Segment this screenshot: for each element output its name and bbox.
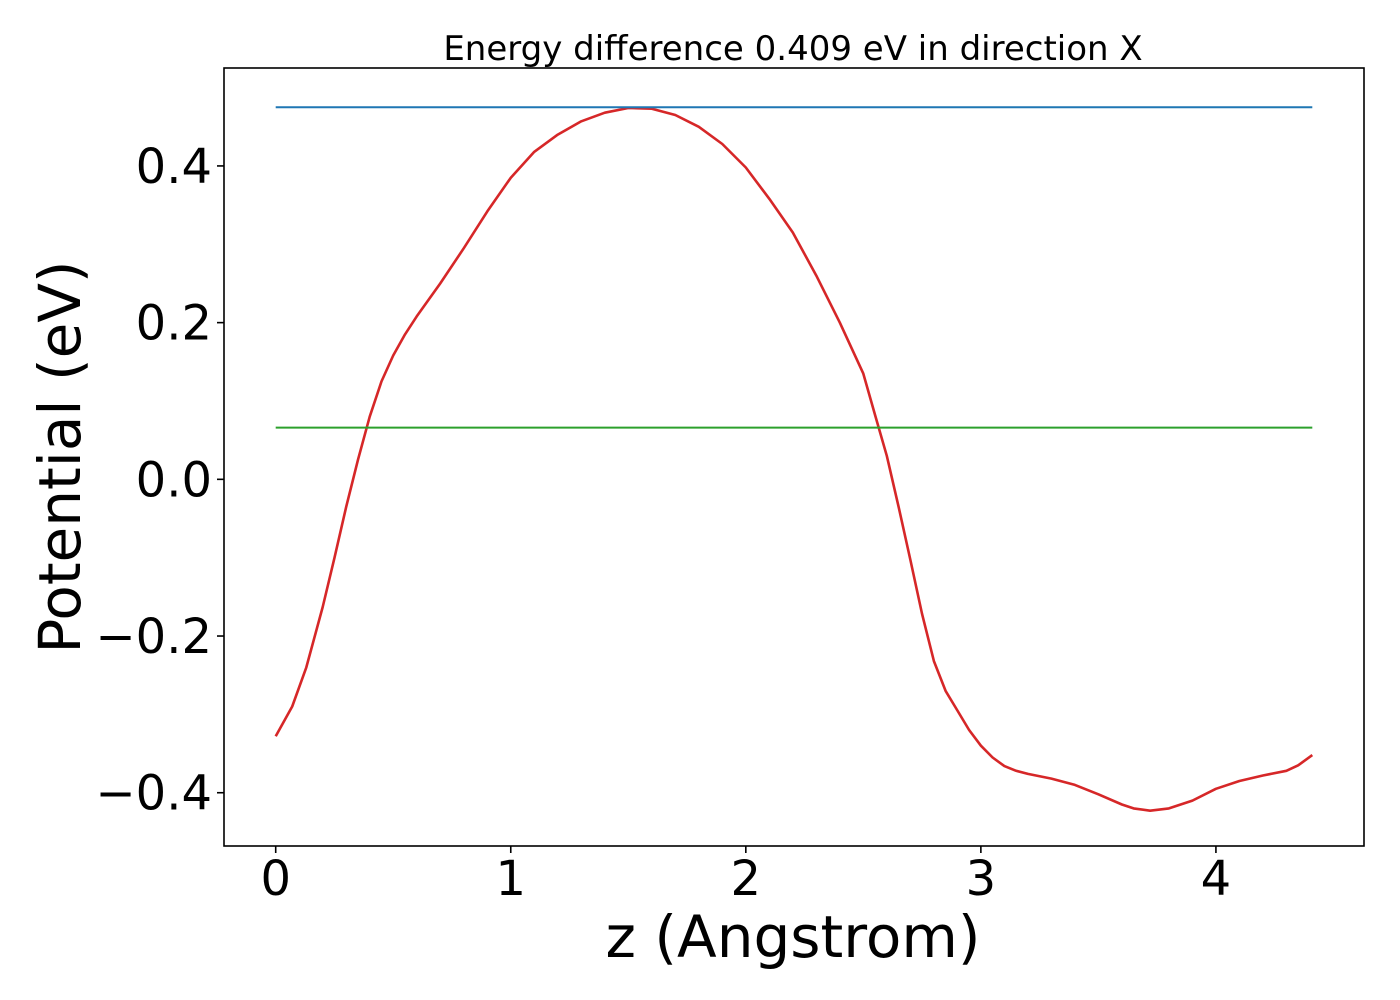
- x-tick-label: 0: [260, 851, 291, 907]
- y-tick-label: 0.2: [136, 296, 212, 352]
- x-tick-label: 3: [966, 851, 997, 907]
- plot-frame: [223, 67, 1365, 847]
- ticks-layer: 0 1 2 3 4 −0.4 −0.2 0.0 0.2 0.4: [95, 139, 1231, 907]
- y-tick-label: −0.4: [95, 766, 212, 822]
- x-tick-label: 4: [1201, 851, 1232, 907]
- y-tick-label: −0.2: [95, 609, 212, 665]
- series-line-1: [274, 106, 1314, 813]
- y-tick-label: 0.0: [136, 452, 212, 508]
- y-tick-label: 0.4: [136, 139, 212, 195]
- y-axis-label: Potential (eV): [26, 260, 94, 653]
- chart-title: Energy difference 0.409 eV in direction …: [443, 29, 1142, 69]
- x-tick-label: 2: [731, 851, 762, 907]
- series-layer: [274, 106, 1314, 813]
- x-tick-label: 1: [495, 851, 526, 907]
- x-axis-label: z (Angstrom): [606, 903, 981, 971]
